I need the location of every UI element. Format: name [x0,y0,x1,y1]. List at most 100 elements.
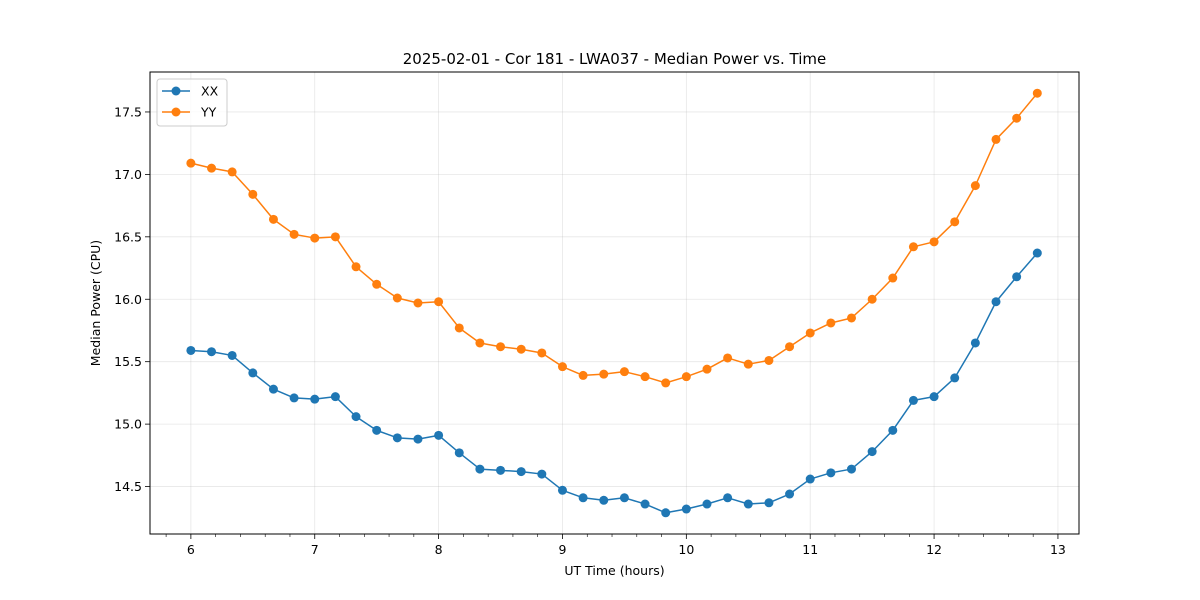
data-point-xx [826,468,836,478]
data-point-xx [929,392,939,402]
data-point-yy [805,328,815,338]
data-point-yy [723,353,733,363]
data-point-xx [289,393,299,403]
data-point-xx [1012,272,1022,282]
data-point-yy [289,229,299,239]
grid [150,72,1079,534]
data-point-yy [351,262,361,272]
data-point-xx [785,489,795,499]
y-tick-label: 17.5 [114,104,142,119]
data-point-yy [496,342,506,352]
data-point-xx [888,425,898,435]
data-point-yy [619,367,629,377]
x-tick-label: 6 [187,542,195,557]
data-point-yy [702,364,712,374]
data-point-yy [950,217,960,227]
data-point-xx [496,465,506,475]
data-point-xx [310,394,320,404]
data-point-yy [557,362,567,372]
data-point-yy [599,369,609,379]
data-point-xx [805,474,815,484]
data-point-xx [413,434,423,444]
data-point-xx [846,464,856,474]
data-point-yy [248,189,258,199]
data-point-xx [268,384,278,394]
data-point-yy [475,338,485,348]
data-point-xx [351,412,361,422]
data-point-yy [413,298,423,308]
data-point-xx [434,430,444,440]
data-point-xx [475,464,485,474]
data-point-yy [991,134,1001,144]
data-point-yy [310,233,320,243]
data-point-xx [764,498,774,508]
data-point-yy [846,313,856,323]
data-point-xx [537,469,547,479]
data-point-yy [186,158,196,168]
data-point-xx [516,467,526,477]
x-tick-label: 13 [1050,542,1066,557]
x-tick-label: 11 [802,542,818,557]
legend: XX YY [156,78,228,127]
data-point-xx [372,425,382,435]
data-point-yy [1032,88,1042,98]
data-point-yy [929,237,939,247]
series-layer [186,88,1042,518]
data-point-yy [268,214,278,224]
data-point-xx [619,493,629,503]
data-point-yy [785,342,795,352]
y-tick-label: 16.0 [114,292,142,307]
x-tick-label: 8 [435,542,443,557]
data-point-yy [764,355,774,365]
x-tick-label: 10 [678,542,694,557]
data-point-yy [743,359,753,369]
data-point-yy [1012,113,1022,123]
data-point-yy [207,163,217,173]
x-tick-label: 7 [311,542,319,557]
data-point-xx [661,508,671,518]
data-point-yy [537,348,547,358]
data-point-xx [950,373,960,383]
data-point-xx [743,499,753,509]
plot-frame [149,71,1080,535]
x-tick-label: 12 [926,542,942,557]
data-point-yy [516,344,526,354]
data-point-yy [867,294,877,304]
data-point-yy [970,181,980,191]
data-point-yy [661,378,671,388]
data-point-yy [888,273,898,283]
data-point-yy [227,167,237,177]
y-tick-label: 15.5 [114,354,142,369]
data-point-xx [723,493,733,503]
y-tick-label: 15.0 [114,417,142,432]
data-point-yy [826,318,836,328]
data-point-xx [908,395,918,405]
y-axis-label: Median Power (CPU) [88,240,103,366]
data-point-xx [578,493,588,503]
data-point-yy [908,242,918,252]
data-point-xx [867,447,877,457]
data-point-xx [970,338,980,348]
y-tick-label: 14.5 [114,479,142,494]
chart-title: 2025-02-01 - Cor 181 - LWA037 - Median P… [403,50,827,68]
data-point-xx [1032,248,1042,258]
data-point-yy [434,297,444,307]
data-point-yy [392,293,402,303]
data-point-yy [330,232,340,242]
x-axis-label: UT Time (hours) [564,563,664,578]
data-point-xx [702,499,712,509]
legend-marker-xx [171,86,181,96]
data-point-xx [599,495,609,505]
data-point-xx [330,392,340,402]
legend-marker-yy [171,107,181,117]
y-tick-label: 16.5 [114,229,142,244]
data-point-xx [557,485,567,495]
data-point-xx [207,347,217,357]
axis-ticks: 6 7 8 9 10 11 12 13 14.5 15.0 15.5 16.0 16.5 17.0 17.5 [114,104,1066,557]
data-point-yy [454,323,464,333]
data-point-xx [248,368,258,378]
data-point-xx [991,297,1001,307]
data-point-xx [227,350,237,360]
legend-label-yy: YY [200,105,217,120]
